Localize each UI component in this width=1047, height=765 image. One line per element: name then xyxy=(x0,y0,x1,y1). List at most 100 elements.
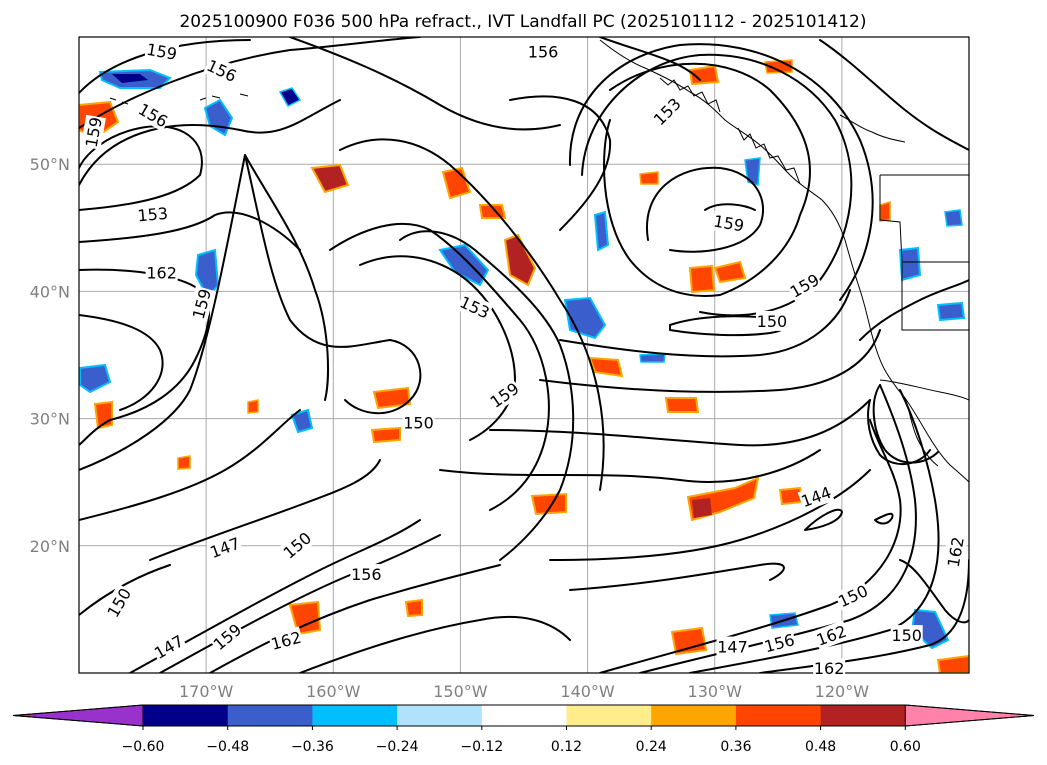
height-contour xyxy=(329,222,550,511)
longitude-labels: 170°W 160°W 150°W 140°W 130°W 120°W xyxy=(179,682,869,701)
height-contour xyxy=(603,62,811,297)
height-contour xyxy=(79,211,301,251)
contour-label-halo xyxy=(402,412,435,433)
longitude-label: 140°W xyxy=(560,682,615,701)
contour-label-halo xyxy=(135,202,170,226)
height-contour xyxy=(79,154,329,471)
contour-label: 150 xyxy=(755,310,788,331)
contour-label-halo xyxy=(812,620,850,651)
positive-patch xyxy=(177,455,191,470)
negative-patch xyxy=(944,209,963,227)
height-contour xyxy=(819,39,969,151)
contour-label: 150 xyxy=(402,412,435,433)
height-contour xyxy=(79,409,301,521)
height-contour xyxy=(645,166,765,253)
positive-patch xyxy=(404,598,423,618)
colorbar-bin xyxy=(312,705,398,726)
height-contour xyxy=(859,279,969,341)
longitude-label: 150°W xyxy=(433,682,488,701)
height-contour xyxy=(439,449,821,483)
contour-label-halo xyxy=(785,268,824,303)
colorbar-bin xyxy=(143,705,229,726)
contour-label-halo xyxy=(206,532,244,563)
height-contour xyxy=(704,203,756,211)
contour-label-text: 156 xyxy=(351,565,382,584)
contour-label: 153 xyxy=(135,202,170,226)
height-contour xyxy=(804,508,843,531)
contour-label: 150 xyxy=(890,625,923,646)
contour-label-halo xyxy=(145,262,178,283)
height-contour xyxy=(289,37,561,131)
colorbar-tick-label: −0.24 xyxy=(376,739,419,755)
positive-patch xyxy=(372,386,412,410)
colorbar-extend-low xyxy=(12,704,144,727)
height-contour xyxy=(299,615,571,673)
positive-patch xyxy=(370,426,401,444)
positive-patch xyxy=(713,260,747,284)
latitude-label: 50°N xyxy=(30,155,70,174)
height-contour xyxy=(867,399,931,466)
colorbar-bin xyxy=(735,705,822,726)
height-contour xyxy=(759,559,969,673)
coastline xyxy=(904,397,939,467)
height-contour xyxy=(559,289,851,358)
longitude-label: 120°W xyxy=(815,682,870,701)
height-contour xyxy=(79,314,164,411)
coastline xyxy=(901,262,969,331)
contour-label-text: 153 xyxy=(137,204,169,226)
contour-label-halo xyxy=(149,630,188,664)
contour-label-halo xyxy=(716,636,749,657)
positive-patch xyxy=(688,64,720,86)
height-contour xyxy=(568,43,874,301)
positive-patch xyxy=(530,492,567,516)
negative-patch xyxy=(744,157,761,186)
contour-label-text: 162 xyxy=(814,659,845,678)
height-contour xyxy=(339,138,605,491)
contour-label-halo xyxy=(485,377,524,413)
latitude-label: 20°N xyxy=(30,537,70,556)
height-contour xyxy=(489,399,871,447)
contour-label-halo xyxy=(761,628,798,657)
coastline xyxy=(737,127,801,185)
height-contour xyxy=(209,564,501,673)
positive-patch xyxy=(879,200,891,222)
latitude-label: 40°N xyxy=(30,282,70,301)
colorbar-tick-label: −0.12 xyxy=(460,739,503,755)
positive-patch xyxy=(664,397,700,413)
positive-patch xyxy=(688,264,716,294)
contour-label-halo xyxy=(102,583,136,622)
negative-patch xyxy=(898,246,922,282)
height-contour xyxy=(874,512,894,525)
negative-patch xyxy=(563,296,607,340)
coastline xyxy=(879,175,969,263)
coastline xyxy=(879,379,969,401)
coastline xyxy=(109,93,249,105)
height-contour xyxy=(509,95,612,231)
negative-patch xyxy=(639,353,666,363)
contour-label-halo xyxy=(134,98,173,132)
coastline xyxy=(659,77,721,113)
height-contour xyxy=(79,125,203,211)
contour-label-halo xyxy=(278,527,316,563)
contour-label: 156 xyxy=(527,41,560,62)
contour-label-halo xyxy=(797,481,835,512)
latitude-label: 30°N xyxy=(30,410,70,429)
longitude-label: 160°W xyxy=(306,682,361,701)
latitude-labels: 20°N 30°N 40°N 50°N xyxy=(30,155,70,556)
colorbar-tick-label: −0.48 xyxy=(206,739,249,755)
contour-label: 162 xyxy=(813,658,846,679)
height-contour xyxy=(79,37,421,129)
contour-label-halo xyxy=(711,210,747,236)
contour-label-halo xyxy=(942,534,968,570)
longitude-label: 170°W xyxy=(179,682,234,701)
map-frame xyxy=(78,36,970,674)
colorbar: −0.60 −0.48 −0.36 −0.24 −0.12 0.12 0.24 0.36 0.4… xyxy=(12,704,1035,755)
colorbar-bin xyxy=(397,705,483,726)
positive-patch xyxy=(247,399,259,414)
contour-label-halo xyxy=(813,658,846,679)
height-contour xyxy=(79,99,341,186)
negative-patch xyxy=(278,87,302,107)
contour-label-halo xyxy=(187,285,216,322)
negative-patch xyxy=(438,243,490,287)
